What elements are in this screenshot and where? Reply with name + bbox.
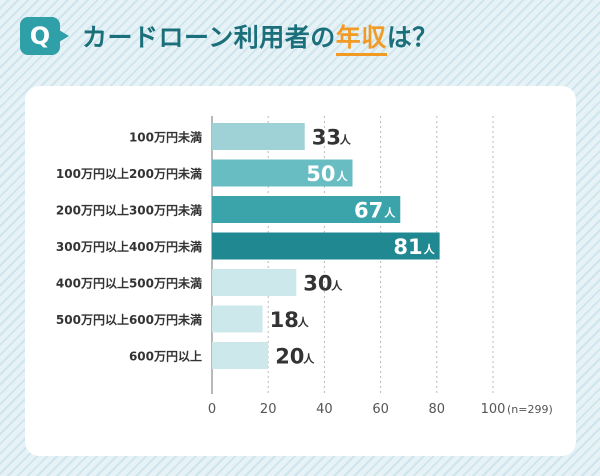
value-label: 30 bbox=[303, 272, 332, 296]
bar bbox=[212, 123, 305, 150]
value-label: 18 bbox=[270, 308, 299, 332]
category-label: 100万円未満 bbox=[129, 130, 202, 145]
chart-card: 100万円未満 33 人 100万円以上200万円未満 50 人 200万円以上300万円未… bbox=[25, 86, 576, 456]
title-prefix: カードローン利用者の bbox=[82, 23, 336, 52]
x-tick-label: 80 bbox=[429, 402, 446, 417]
x-tick-label: 60 bbox=[372, 402, 389, 417]
category-label: 400万円以上500万円未満 bbox=[56, 276, 202, 291]
value-unit: 人 bbox=[298, 315, 310, 329]
value-label: 81 bbox=[393, 235, 422, 259]
value-unit: 人 bbox=[384, 206, 396, 220]
bar bbox=[212, 269, 297, 296]
value-label: 50 bbox=[306, 162, 335, 186]
question-badge: Q bbox=[20, 17, 69, 55]
category-label: 600万円以上 bbox=[129, 349, 202, 364]
chart-title: カードローン利用者の年収は？ bbox=[82, 18, 438, 56]
bar bbox=[212, 305, 263, 333]
value-unit: 人 bbox=[331, 279, 343, 293]
x-tick-label: 20 bbox=[260, 402, 277, 417]
value-label: 67 bbox=[354, 199, 383, 223]
sample-size-note: (n=299) bbox=[507, 403, 553, 416]
bar bbox=[212, 159, 353, 187]
category-label: 200万円以上300万円未満 bbox=[56, 203, 202, 218]
value-label: 20 bbox=[275, 345, 304, 369]
value-unit: 人 bbox=[303, 352, 315, 366]
x-tick-label: 100 bbox=[481, 402, 506, 417]
bar bbox=[212, 232, 440, 260]
category-label: 500万円以上600万円未満 bbox=[56, 312, 202, 327]
x-tick-label: 0 bbox=[208, 402, 216, 417]
value-unit: 人 bbox=[337, 169, 349, 183]
category-label: 300万円以上400万円未満 bbox=[56, 239, 202, 254]
x-tick-label: 40 bbox=[316, 402, 333, 417]
bar bbox=[212, 342, 269, 369]
value-label: 33 bbox=[312, 126, 341, 150]
title-suffix: は？ bbox=[386, 23, 438, 52]
bar bbox=[212, 196, 401, 223]
category-label: 100万円以上200万円未満 bbox=[56, 166, 202, 181]
value-unit: 人 bbox=[340, 133, 352, 147]
value-unit: 人 bbox=[424, 242, 436, 256]
question-header: Q カードローン利用者の年収は？ bbox=[20, 14, 438, 58]
title-highlight: 年収 bbox=[335, 23, 387, 56]
